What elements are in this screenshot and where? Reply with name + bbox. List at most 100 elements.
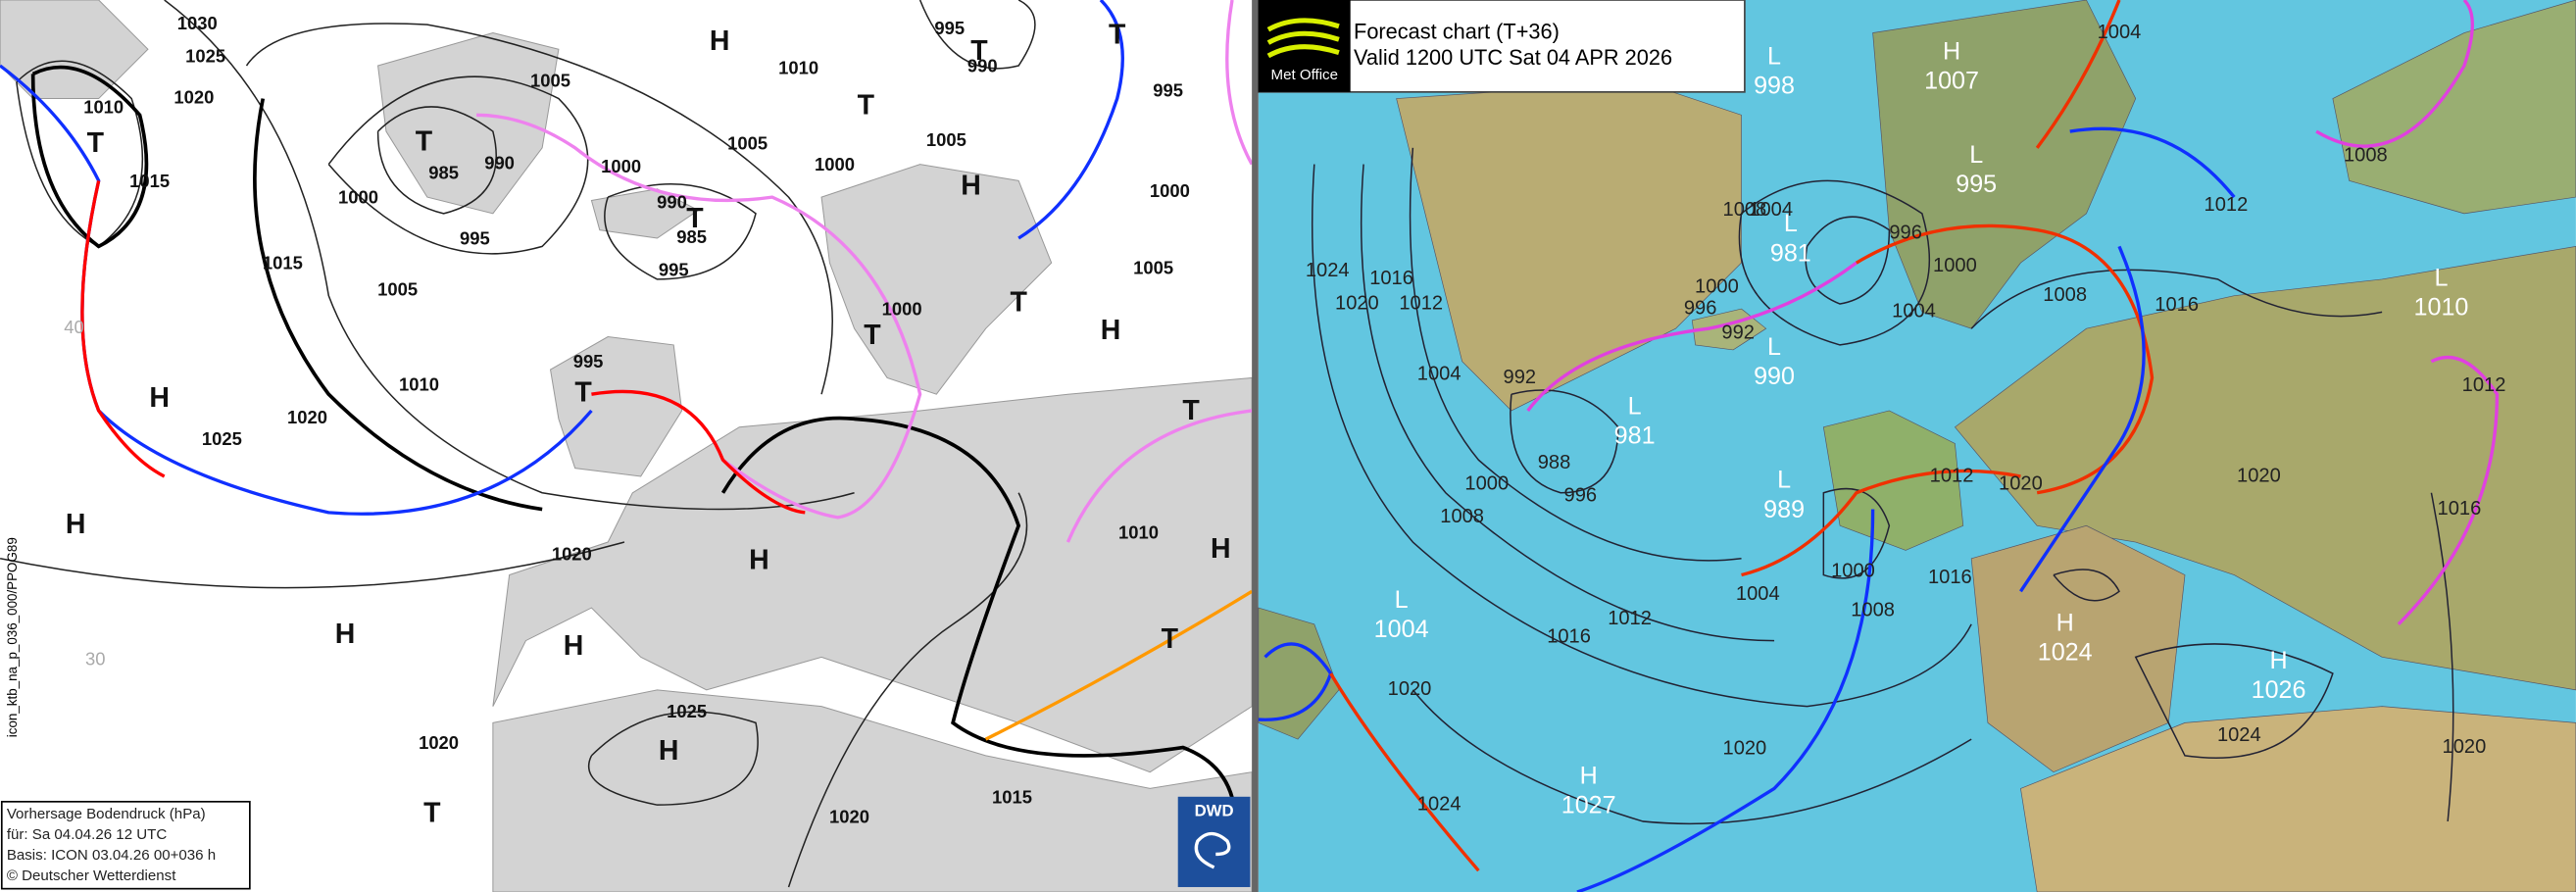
- isobar-label: 990: [657, 192, 687, 213]
- centre-type: H: [2056, 609, 2074, 636]
- isobar-label: 1005: [377, 279, 418, 300]
- isobar-label: 1020: [1388, 678, 1432, 700]
- isobar-1015-east: [720, 416, 1238, 855]
- centre-value: 1024: [2038, 639, 2093, 667]
- isobar-label: 1016: [2155, 294, 2199, 316]
- isobar-label: 1005: [530, 71, 570, 91]
- isobar-label: 995: [460, 228, 490, 249]
- isobar-label: 1020: [1999, 473, 2043, 495]
- info-box: [0, 800, 251, 890]
- isobar-label: 1020: [1723, 738, 1767, 760]
- isobar-label: 1015: [992, 786, 1032, 807]
- isobar-label: 1000: [1933, 255, 1977, 276]
- isobar-label: 1000: [1831, 561, 1875, 582]
- occluded-front-east: [2397, 355, 2500, 626]
- isobar-label: 1020: [287, 407, 327, 427]
- isobar-label: 992: [1721, 322, 1755, 344]
- occluded-front-ne: [1225, 0, 1254, 166]
- isobar-label: 985: [676, 226, 707, 247]
- isobar-label: 1008: [2344, 145, 2388, 167]
- isobar-label: 1020: [552, 543, 592, 564]
- isobar-label: 1010: [83, 96, 124, 117]
- centre-type: L: [1628, 392, 1642, 420]
- centre-type: H: [1943, 37, 1960, 65]
- isobar-label: 1020: [2237, 465, 2281, 486]
- pressure-centre: H: [66, 509, 86, 540]
- centre-type: L: [2434, 265, 2448, 292]
- pressure-centre: H: [149, 382, 170, 414]
- centre-value: 1004: [1374, 616, 1429, 643]
- isobar-label: 1016: [1547, 626, 1591, 648]
- isobar-label: 992: [1504, 367, 1537, 388]
- pressure-centre: T: [423, 798, 441, 829]
- isobar-label: 1025: [185, 46, 225, 67]
- cold-front-north: [1017, 0, 1124, 240]
- centre-type: H: [1580, 762, 1598, 789]
- isobar-label: 1005: [727, 132, 768, 153]
- isobar-label: 40: [64, 317, 84, 337]
- isobar-label: 1000: [1150, 180, 1190, 201]
- isobar-label: 1000: [815, 154, 855, 174]
- centre-type: L: [1777, 467, 1791, 494]
- centre-value: 981: [1614, 421, 1656, 449]
- trough: [984, 589, 1254, 741]
- pressure-centre: H: [1101, 315, 1121, 346]
- header-line2: Valid 1200 UTC Sat 04 APR 2026: [1354, 45, 1672, 70]
- pressure-centre: T: [1109, 19, 1126, 50]
- isobar-label: 1010: [399, 374, 439, 395]
- isobar-label: 1016: [2438, 498, 2482, 520]
- isobar-label: 1000: [601, 156, 641, 176]
- centre-type: L: [1767, 42, 1781, 70]
- isobar-label: 1020: [419, 732, 459, 753]
- pressure-centre: H: [335, 619, 356, 650]
- pressure-centre: T: [574, 377, 592, 409]
- isobar-label: 985: [428, 163, 459, 183]
- divider: [1252, 0, 1259, 892]
- dwd-logo-swirl: [1194, 831, 1231, 869]
- pressure-centre: T: [1182, 395, 1200, 426]
- centre-value: 990: [1754, 363, 1795, 390]
- isobar-label: 1004: [2098, 22, 2142, 43]
- isobar-label: 1012: [1930, 465, 1974, 486]
- isobar-label: 1016: [1928, 567, 1972, 588]
- isobar-label: 1025: [667, 701, 707, 721]
- info-line: Basis: ICON 03.04.26 00+036 h: [7, 847, 216, 864]
- pressure-centre: T: [416, 125, 433, 157]
- info-line: für: Sa 04.04.26 12 UTC: [7, 826, 168, 843]
- isobar-label: 1004: [1736, 583, 1780, 605]
- isobar-label: 1008: [1723, 199, 1767, 221]
- centre-type: L: [1969, 141, 1983, 169]
- isobar-label: 1000: [1464, 473, 1509, 495]
- isobar-1010: [30, 65, 149, 249]
- side-label: icon_ktb_na_p_036_000/PPOG89: [5, 537, 20, 737]
- land: [0, 0, 1253, 892]
- isobar-label: 1020: [1335, 292, 1379, 314]
- isobar-label: 995: [573, 351, 604, 372]
- occluded-front: [1526, 261, 1858, 412]
- isobar-label: 988: [1538, 452, 1571, 473]
- isobar-label: 1008: [1440, 506, 1484, 527]
- cold-front-warm: [1329, 672, 1480, 872]
- isobar-label: 990: [967, 56, 998, 76]
- isobar-label: 1004: [1749, 199, 1793, 221]
- isobar-label: 1015: [129, 171, 170, 191]
- isobar-label: 1005: [1133, 258, 1173, 278]
- isobar-label: 1012: [1608, 608, 1652, 629]
- pressure-centre: T: [686, 203, 704, 234]
- metoffice-panel: Met Office Forecast chart (T+36) Valid 1…: [1257, 0, 2576, 892]
- dwd-logo: [1177, 796, 1251, 887]
- pressure-centre: T: [1162, 623, 1179, 655]
- isobar-label: 1020: [829, 806, 869, 826]
- isobar-label: 1024: [1306, 260, 1350, 281]
- isobar-label: 1020: [2443, 736, 2487, 758]
- centre-value: 989: [1763, 496, 1805, 523]
- pressure-centre: T: [87, 127, 105, 159]
- isobar-label: 1004: [1892, 301, 1936, 322]
- info-line: © Deutscher Wetterdienst: [7, 867, 176, 884]
- isobar-label: 996: [1889, 222, 1922, 243]
- warm-front-uk: [591, 389, 806, 515]
- pressure-centre: T: [864, 320, 881, 351]
- warm-front-2: [1741, 469, 2021, 577]
- centre-value: 1007: [1924, 67, 1979, 94]
- pressure-centre: H: [961, 171, 981, 202]
